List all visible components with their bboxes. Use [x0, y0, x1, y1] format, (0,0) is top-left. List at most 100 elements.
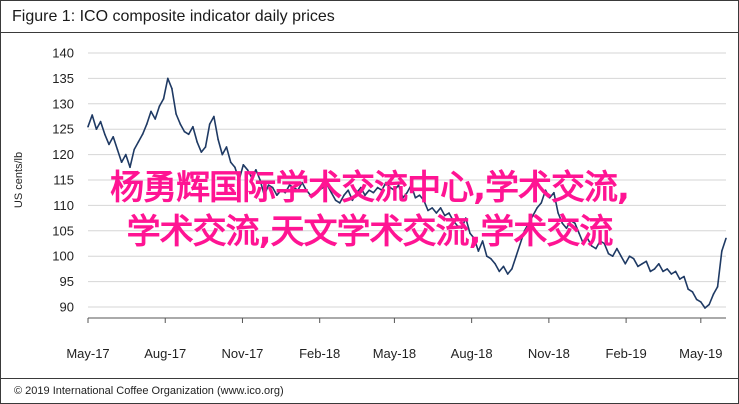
data-point	[544, 189, 547, 191]
data-point	[255, 169, 257, 171]
data-point	[187, 133, 190, 136]
y-axis-label: US cents/lb	[13, 152, 25, 208]
data-point	[271, 186, 274, 189]
data-point	[704, 307, 706, 309]
data-point	[334, 199, 337, 202]
data-point	[381, 189, 383, 191]
data-point	[511, 268, 513, 270]
data-point	[234, 166, 236, 169]
data-point	[179, 123, 182, 125]
data-point	[674, 270, 677, 273]
data-point	[267, 184, 270, 186]
data-point	[448, 212, 450, 214]
data-point	[607, 252, 610, 255]
data-point	[578, 232, 580, 235]
data-point	[175, 113, 177, 115]
data-point	[414, 197, 417, 199]
data-point	[250, 176, 253, 179]
data-point	[679, 278, 681, 280]
data-point	[666, 268, 668, 270]
data-point	[590, 245, 593, 247]
data-point	[494, 263, 496, 265]
copyright-footer: © 2019 International Coffee Organization…	[14, 385, 284, 397]
data-point	[721, 250, 723, 252]
data-point	[397, 184, 400, 186]
data-point	[360, 186, 362, 189]
data-point	[318, 189, 320, 191]
data-point	[435, 212, 438, 214]
data-point	[444, 214, 446, 217]
data-point	[217, 138, 219, 141]
data-point	[238, 179, 240, 181]
data-point	[221, 153, 224, 156]
data-point	[641, 263, 643, 265]
x-tick-label: Nov-18	[528, 346, 570, 361]
data-point	[242, 164, 245, 166]
data-point	[280, 189, 282, 191]
data-point	[154, 118, 156, 120]
data-point	[452, 219, 455, 222]
data-point	[129, 166, 131, 169]
data-point	[146, 123, 148, 125]
data-point	[95, 128, 98, 130]
watermark-overlay: 杨勇辉国际学术交流中心,学术交流, 学术交流,天文学术交流,学术交流	[0, 166, 739, 254]
data-point	[469, 232, 471, 235]
data-point	[645, 260, 648, 263]
data-point	[611, 255, 614, 257]
data-point	[481, 240, 484, 242]
data-point	[708, 303, 710, 306]
data-point	[490, 257, 492, 260]
data-point	[427, 209, 429, 212]
data-point	[364, 194, 366, 196]
y-tick-label: 140	[52, 46, 74, 61]
data-point	[183, 130, 186, 133]
data-point	[418, 194, 421, 196]
data-point	[133, 148, 135, 151]
data-point	[171, 87, 173, 90]
data-point	[389, 186, 392, 189]
data-point	[259, 179, 261, 181]
data-point	[410, 184, 413, 186]
data-point	[125, 153, 127, 156]
title-separator	[0, 32, 739, 33]
data-point	[624, 263, 627, 265]
data-point	[561, 222, 564, 224]
data-point	[313, 191, 316, 194]
data-point	[565, 227, 568, 230]
data-point	[532, 214, 534, 217]
data-point	[431, 207, 434, 209]
data-point	[167, 77, 169, 80]
data-point	[330, 191, 333, 194]
data-point	[603, 242, 606, 245]
data-point	[368, 189, 371, 191]
data-point	[700, 301, 702, 303]
data-point	[393, 189, 396, 191]
data-point	[653, 268, 656, 270]
data-point	[620, 255, 622, 257]
data-point	[687, 288, 689, 291]
data-point	[557, 212, 559, 214]
x-tick-label: May-17	[66, 346, 109, 361]
x-tick-label: Feb-19	[606, 346, 647, 361]
data-point	[192, 125, 194, 128]
data-point	[309, 194, 312, 196]
data-point	[691, 291, 694, 293]
data-point	[540, 202, 543, 204]
data-point	[343, 194, 345, 196]
data-point	[301, 181, 303, 184]
data-point	[91, 114, 93, 116]
overlay-line-2: 学术交流,天文学术交流,学术交流	[126, 212, 614, 252]
x-tick-label: Aug-18	[451, 346, 493, 361]
data-point	[695, 298, 698, 301]
data-point	[284, 191, 287, 194]
data-point	[486, 255, 488, 257]
data-point	[569, 219, 572, 222]
data-point	[204, 146, 207, 148]
data-point	[196, 141, 198, 143]
data-point	[423, 199, 425, 202]
y-tick-label: 130	[52, 96, 74, 111]
data-point	[347, 189, 350, 191]
data-point	[456, 224, 459, 227]
y-tick-label: 90	[60, 300, 74, 315]
data-point	[498, 270, 501, 273]
